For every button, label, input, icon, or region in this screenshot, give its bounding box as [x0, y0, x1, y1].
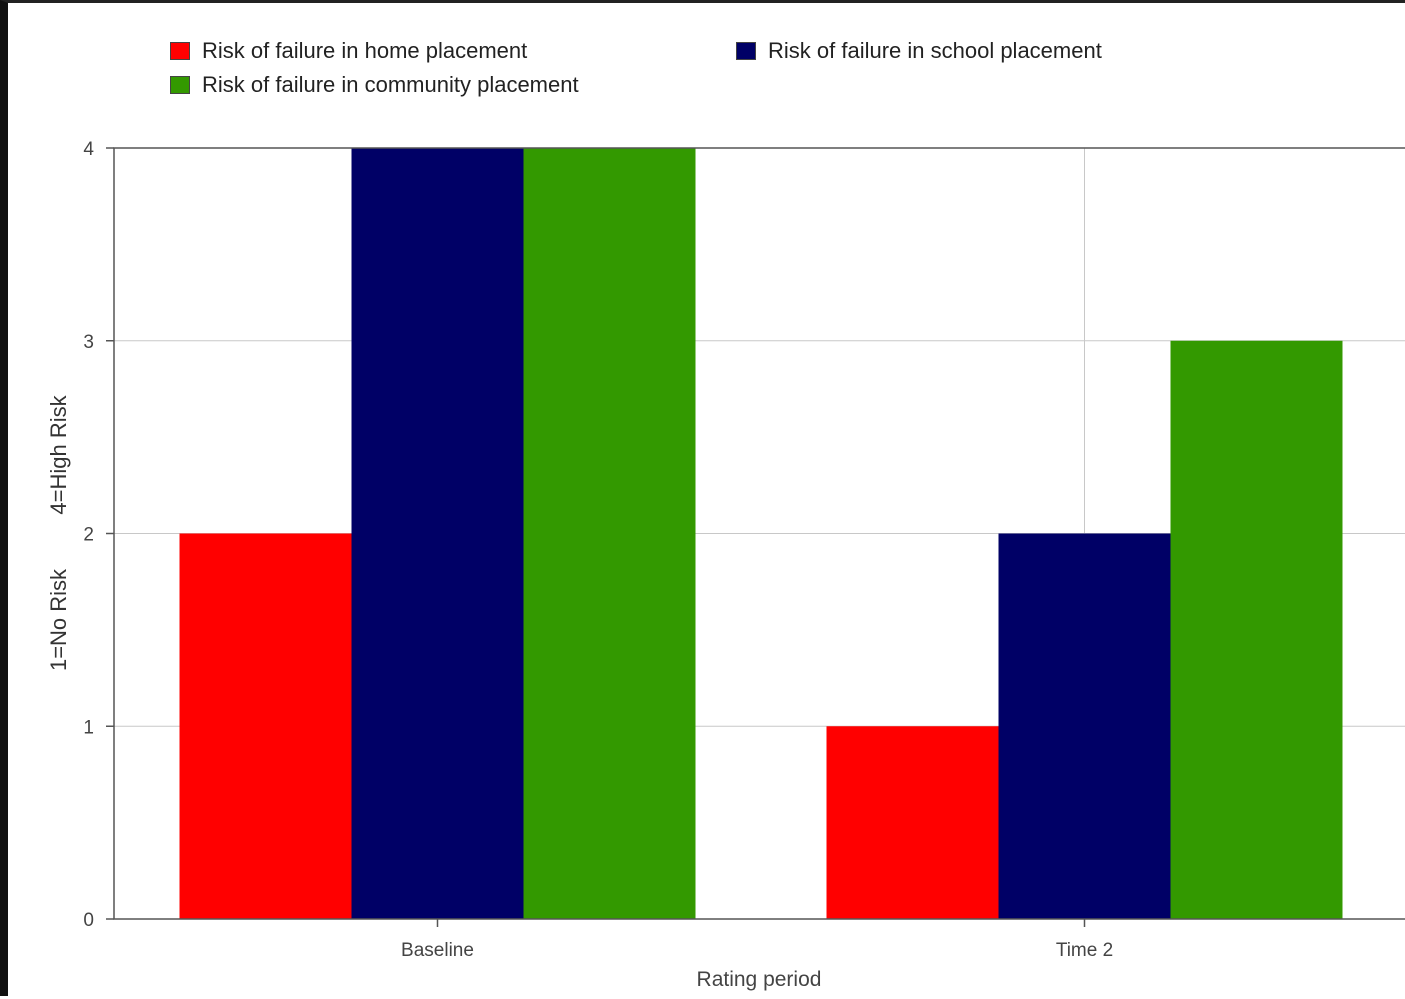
- y-axis-label-high: 4=High Risk: [46, 394, 71, 514]
- y-tick-label: 3: [83, 332, 94, 353]
- x-tick-label: Time 2: [1056, 940, 1113, 961]
- bar: [352, 148, 524, 919]
- bar: [524, 148, 696, 919]
- x-axis-label: Rating period: [697, 968, 822, 991]
- bar: [180, 534, 352, 920]
- bar-chart: 0 1 2 3 4 Baseline Time 2 1=No Risk 4=High Ris…: [8, 3, 1405, 999]
- y-tick-label: 0: [83, 910, 94, 931]
- x-tick-label: Baseline: [401, 940, 474, 961]
- bar: [1171, 341, 1343, 919]
- bar: [827, 726, 999, 919]
- y-axis-label-low: 1=No Risk: [46, 568, 71, 671]
- y-tick-label: 2: [83, 525, 94, 546]
- bar: [999, 534, 1171, 920]
- y-tick-label: 1: [83, 717, 94, 738]
- y-tick-label: 4: [83, 139, 94, 160]
